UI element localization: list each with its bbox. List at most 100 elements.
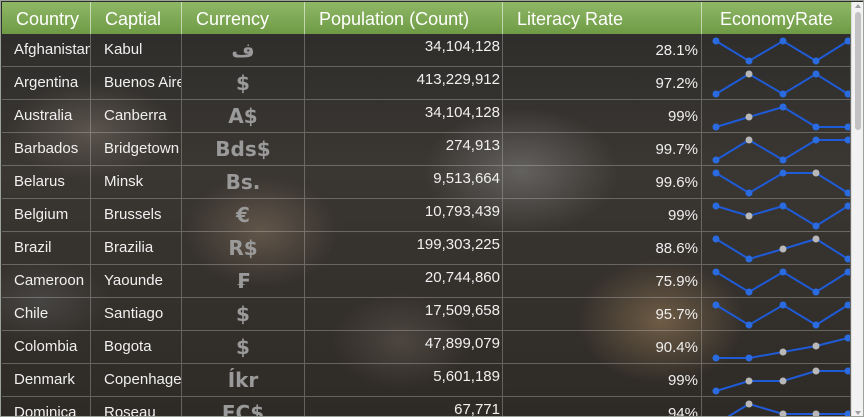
cell-population: 17,509,658 — [305, 298, 503, 330]
table-row[interactable]: Belgium Brussels €10,793,439 99% — [2, 199, 851, 232]
sparkline-point — [812, 123, 820, 131]
currency-symbol-icon: € — [182, 199, 305, 231]
cell-literacy: 99.7% — [503, 133, 702, 165]
cell-economy-sparkline — [702, 298, 851, 330]
currency-symbol-icon: Bds$ — [182, 133, 305, 165]
cell-capital: Canberra — [91, 100, 182, 132]
currency-symbol-icon: ₣ — [182, 265, 305, 297]
sparkline-point — [844, 90, 850, 98]
table-row[interactable]: Brazil Brazilia R$ 199,303,225 88.6% — [2, 232, 851, 265]
sparkline-point — [745, 288, 753, 296]
sparkline-point — [712, 156, 720, 164]
currency-symbol-icon: EC$ — [182, 397, 305, 416]
table-row[interactable]: Afghanistan Kabul ﻑ 34,104,128 28.1% — [2, 34, 851, 67]
sparkline-point — [712, 169, 720, 177]
cell-economy-sparkline — [702, 199, 851, 231]
cell-literacy: 94% — [503, 397, 702, 416]
sparkline-point — [712, 268, 720, 276]
sparkline-point — [779, 301, 787, 309]
grid-body: Afghanistan Kabul ﻑ 34,104,128 28.1% Argentin… — [2, 34, 851, 416]
sparkline-point — [779, 348, 787, 356]
cell-capital: Copenhagen — [91, 364, 182, 396]
sparkline-chart — [712, 334, 850, 362]
cell-economy-sparkline — [702, 397, 851, 416]
vertical-scrollbar[interactable] — [851, 2, 863, 416]
table-row[interactable]: Denmark Copenhagen Íkr 5,601,189 99% — [2, 364, 851, 397]
sparkline-point — [712, 202, 720, 210]
sparkline-chart — [712, 367, 850, 395]
cell-population: 67,771 — [305, 397, 503, 416]
header-economy[interactable]: EconomyRate — [719, 9, 834, 29]
sparkline-point — [779, 37, 787, 45]
cell-population: 34,104,128 — [305, 100, 503, 132]
cell-capital: Roseau — [91, 397, 182, 416]
sparkline-point — [844, 268, 850, 276]
sparkline-point — [812, 57, 820, 65]
cell-economy-sparkline — [702, 331, 851, 363]
cell-population: 5,601,189 — [305, 364, 503, 396]
table-row[interactable]: Cameroon Yaounde ₣ 20,744,860 75.9% — [2, 265, 851, 298]
cell-country: Afghanistan — [2, 34, 91, 66]
sparkline-point — [745, 70, 753, 78]
scroll-down-icon[interactable] — [855, 411, 861, 415]
sparkline-point — [812, 321, 820, 329]
sparkline-point — [745, 136, 753, 144]
sparkline-point — [779, 90, 787, 98]
currency-symbol-icon: $ — [182, 298, 305, 330]
header-country[interactable]: Country — [2, 2, 91, 34]
cell-country: Chile — [2, 298, 91, 330]
header-population[interactable]: Population (Count) — [305, 2, 503, 34]
cell-country: Brazil — [2, 232, 91, 264]
cell-capital: Brazilia — [91, 232, 182, 264]
sparkline-point — [844, 202, 850, 210]
cell-population: 20,744,860 — [305, 265, 503, 297]
table-row[interactable]: Australia Canberra A$ 34,104,128 99% — [2, 100, 851, 133]
scroll-thumb[interactable] — [855, 12, 861, 130]
table-row[interactable]: Dominica Roseau EC$ 67,771 94% — [2, 397, 851, 416]
sparkline-point — [712, 235, 720, 243]
sparkline-point — [844, 255, 850, 263]
sparkline-point — [844, 334, 850, 342]
sparkline-point — [844, 410, 850, 416]
cell-literacy: 95.7% — [503, 298, 702, 330]
cell-economy-sparkline — [702, 67, 851, 99]
sparkline-chart — [712, 37, 850, 65]
sparkline-point — [745, 189, 753, 197]
sparkline-chart — [712, 136, 850, 164]
cell-population: 10,793,439 — [305, 199, 503, 231]
cell-capital: Bridgetown — [91, 133, 182, 165]
sparkline-point — [779, 169, 787, 177]
sparkline-chart — [712, 70, 850, 98]
cell-population: 34,104,128 — [305, 34, 503, 66]
table-row[interactable]: Chile Santiago $17,509,658 95.7% — [2, 298, 851, 331]
cell-literacy: 28.1% — [503, 34, 702, 66]
sparkline-chart — [712, 103, 850, 131]
cell-literacy: 90.4% — [503, 331, 702, 363]
header-literacy[interactable]: Literacy Rate — [503, 2, 702, 34]
cell-country: Barbados — [2, 133, 91, 165]
scroll-up-icon[interactable] — [855, 4, 861, 8]
cell-population: 199,303,225 — [305, 232, 503, 264]
cell-economy-sparkline — [702, 34, 851, 66]
table-row[interactable]: Barbados Bridgetown Bds$ 274,913 99.7% — [2, 133, 851, 166]
cell-literacy: 99% — [503, 199, 702, 231]
header-capital[interactable]: Captial — [91, 2, 182, 34]
table-row[interactable]: Belarus Minsk Bs. 9,513,664 99.6% — [2, 166, 851, 199]
sparkline-point — [844, 123, 850, 131]
cell-economy-sparkline — [702, 265, 851, 297]
sparkline-point — [712, 37, 720, 45]
cell-population: 274,913 — [305, 133, 503, 165]
header-currency[interactable]: Currency — [182, 2, 305, 34]
sparkline-point — [779, 156, 787, 164]
cell-country: Denmark — [2, 364, 91, 396]
table-row[interactable]: Colombia Bogota $47,899,079 90.4% — [2, 331, 851, 364]
sparkline-point — [812, 410, 820, 416]
sparkline-point — [712, 301, 720, 309]
sparkline-chart — [712, 301, 850, 329]
sparkline-point — [779, 268, 787, 276]
cell-country: Australia — [2, 100, 91, 132]
sparkline-point — [844, 367, 850, 375]
sparkline-chart — [712, 268, 850, 296]
